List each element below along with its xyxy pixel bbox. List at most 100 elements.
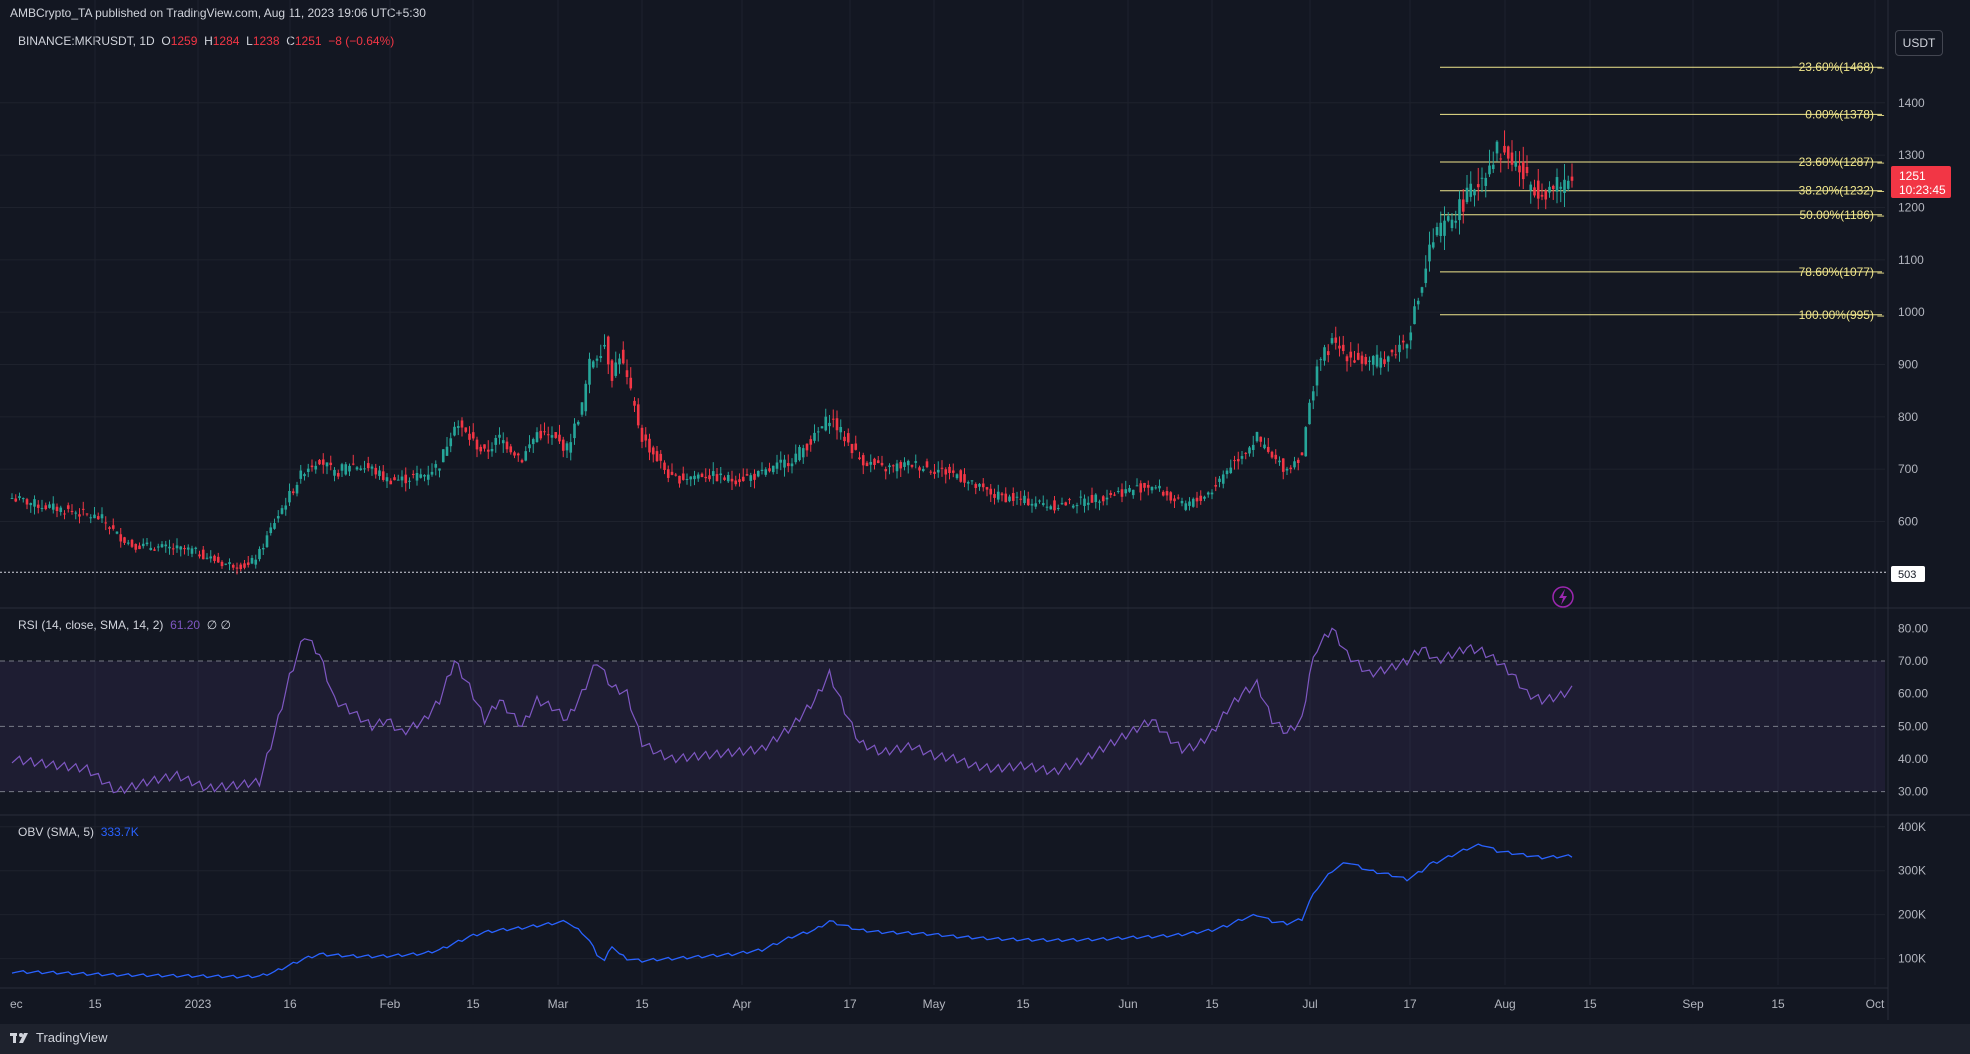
candle-body[interactable]: [509, 446, 513, 453]
candle-body[interactable]: [1311, 391, 1315, 401]
candle-body[interactable]: [104, 522, 108, 524]
candle-body[interactable]: [831, 418, 835, 420]
candle-body[interactable]: [1488, 165, 1491, 175]
candle-body[interactable]: [396, 479, 400, 481]
candle-body[interactable]: [1071, 505, 1075, 508]
candle-body[interactable]: [648, 438, 651, 453]
candle-body[interactable]: [438, 468, 441, 471]
candle-body[interactable]: [1499, 158, 1503, 160]
candle-body[interactable]: [1285, 468, 1289, 471]
candle-body[interactable]: [989, 488, 993, 495]
candle-body[interactable]: [1484, 177, 1488, 186]
candle-body[interactable]: [348, 465, 351, 472]
candle-body[interactable]: [1225, 470, 1229, 475]
candle-body[interactable]: [711, 471, 715, 476]
candle-body[interactable]: [449, 438, 453, 447]
candle-body[interactable]: [813, 432, 816, 441]
candle-body[interactable]: [730, 478, 734, 482]
candle-body[interactable]: [588, 358, 591, 385]
candle-body[interactable]: [644, 434, 648, 441]
candle-body[interactable]: [261, 548, 265, 550]
candle-body[interactable]: [663, 462, 666, 471]
candle-body[interactable]: [629, 377, 633, 389]
candle-body[interactable]: [1274, 454, 1278, 460]
candle-body[interactable]: [1341, 344, 1345, 352]
candle-body[interactable]: [674, 474, 678, 476]
candle-body[interactable]: [723, 477, 726, 480]
candle-body[interactable]: [1476, 184, 1480, 188]
candle-body[interactable]: [921, 468, 925, 472]
candle-body[interactable]: [1131, 489, 1135, 496]
candle-body[interactable]: [36, 504, 40, 508]
candle-body[interactable]: [246, 562, 250, 565]
candle-body[interactable]: [816, 431, 820, 433]
candle-body[interactable]: [1079, 496, 1083, 498]
candle-body[interactable]: [1086, 502, 1090, 505]
candle-body[interactable]: [891, 465, 895, 467]
candle-body[interactable]: [1236, 459, 1240, 462]
candle-body[interactable]: [1064, 502, 1068, 506]
candle-body[interactable]: [1030, 503, 1034, 506]
candle-body[interactable]: [610, 360, 614, 381]
candle-body[interactable]: [494, 437, 498, 445]
candle-body[interactable]: [655, 451, 659, 462]
candle-body[interactable]: [468, 433, 471, 440]
candle-body[interactable]: [685, 478, 689, 480]
candle-body[interactable]: [194, 547, 198, 549]
candle-body[interactable]: [404, 474, 408, 484]
candle-body[interactable]: [336, 472, 340, 477]
candle-body[interactable]: [1465, 187, 1469, 203]
candle-body[interactable]: [224, 563, 228, 565]
candle-body[interactable]: [288, 490, 291, 503]
candle-body[interactable]: [1420, 287, 1424, 293]
candle-body[interactable]: [1518, 165, 1521, 173]
candle-body[interactable]: [996, 491, 1000, 500]
candle-body[interactable]: [329, 462, 333, 466]
candle-body[interactable]: [1338, 345, 1341, 349]
candle-body[interactable]: [858, 457, 861, 460]
candle-body[interactable]: [1319, 359, 1323, 361]
candle-body[interactable]: [1135, 485, 1139, 487]
candle-body[interactable]: [1124, 489, 1128, 494]
candle-body[interactable]: [888, 465, 891, 468]
chart-canvas[interactable]: −23.60%(1468) – 0.00%(1378) – 23.60%(1287)…: [0, 0, 1970, 1024]
symbol-label[interactable]: BINANCE:MKRUSDT, 1D: [18, 34, 155, 48]
candle-body[interactable]: [269, 527, 273, 534]
candle-body[interactable]: [33, 499, 36, 507]
candle-body[interactable]: [295, 484, 299, 494]
candle-body[interactable]: [306, 468, 310, 472]
candle-body[interactable]: [1424, 268, 1428, 284]
candle-body[interactable]: [85, 513, 89, 515]
candle-body[interactable]: [895, 463, 899, 472]
candle-body[interactable]: [1525, 167, 1529, 174]
candle-body[interactable]: [1551, 185, 1555, 190]
candle-body[interactable]: [1049, 506, 1053, 510]
candle-body[interactable]: [291, 491, 295, 494]
candle-body[interactable]: [134, 543, 138, 550]
candle-body[interactable]: [948, 466, 951, 473]
candle-body[interactable]: [310, 465, 314, 468]
candle-body[interactable]: [1120, 489, 1124, 497]
candle-body[interactable]: [231, 564, 235, 568]
candle-body[interactable]: [1019, 498, 1023, 500]
candle-body[interactable]: [363, 468, 366, 470]
candle-body[interactable]: [1386, 356, 1390, 362]
candle-body[interactable]: [1439, 222, 1443, 237]
candle-body[interactable]: [1349, 351, 1353, 358]
candle-body[interactable]: [528, 444, 531, 449]
candle-body[interactable]: [153, 549, 156, 551]
candle-body[interactable]: [899, 462, 903, 469]
candle-body[interactable]: [546, 434, 550, 436]
candle-body[interactable]: [48, 504, 51, 508]
candle-body[interactable]: [1210, 492, 1214, 495]
candle-body[interactable]: [603, 344, 606, 347]
candle-body[interactable]: [801, 448, 805, 458]
candle-body[interactable]: [584, 383, 588, 412]
candle-body[interactable]: [764, 469, 768, 475]
candle-body[interactable]: [1383, 359, 1386, 364]
candle-body[interactable]: [1308, 402, 1311, 425]
candle-body[interactable]: [1416, 300, 1420, 305]
candle-body[interactable]: [1454, 220, 1458, 223]
candle-body[interactable]: [325, 462, 329, 467]
candle-body[interactable]: [783, 459, 786, 468]
